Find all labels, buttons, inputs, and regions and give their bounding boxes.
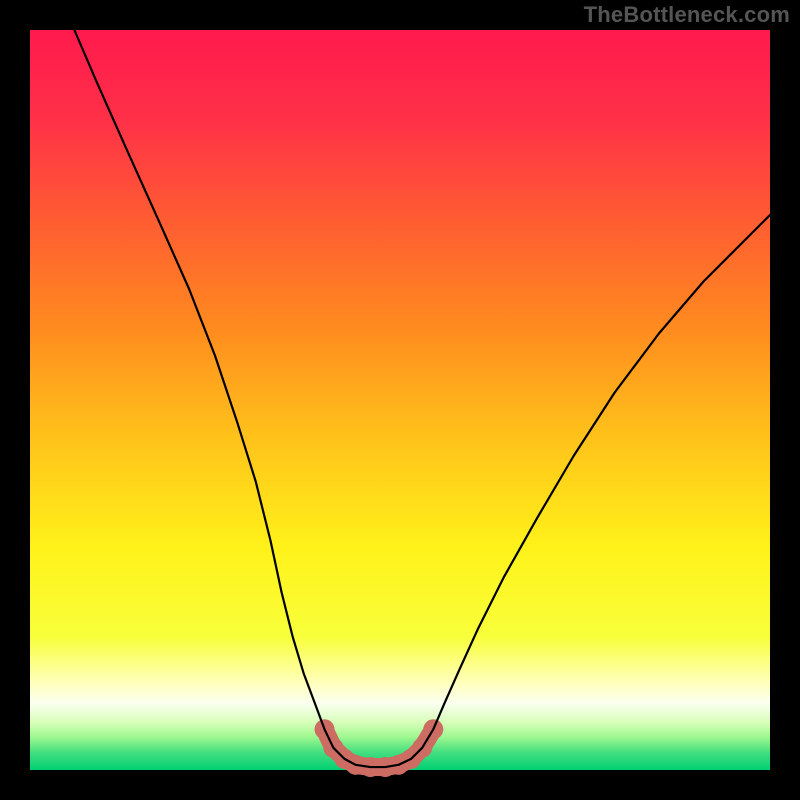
watermark-text: TheBottleneck.com — [584, 2, 790, 28]
bottleneck-chart — [0, 0, 800, 800]
plot-background — [30, 30, 770, 770]
chart-stage: TheBottleneck.com — [0, 0, 800, 800]
